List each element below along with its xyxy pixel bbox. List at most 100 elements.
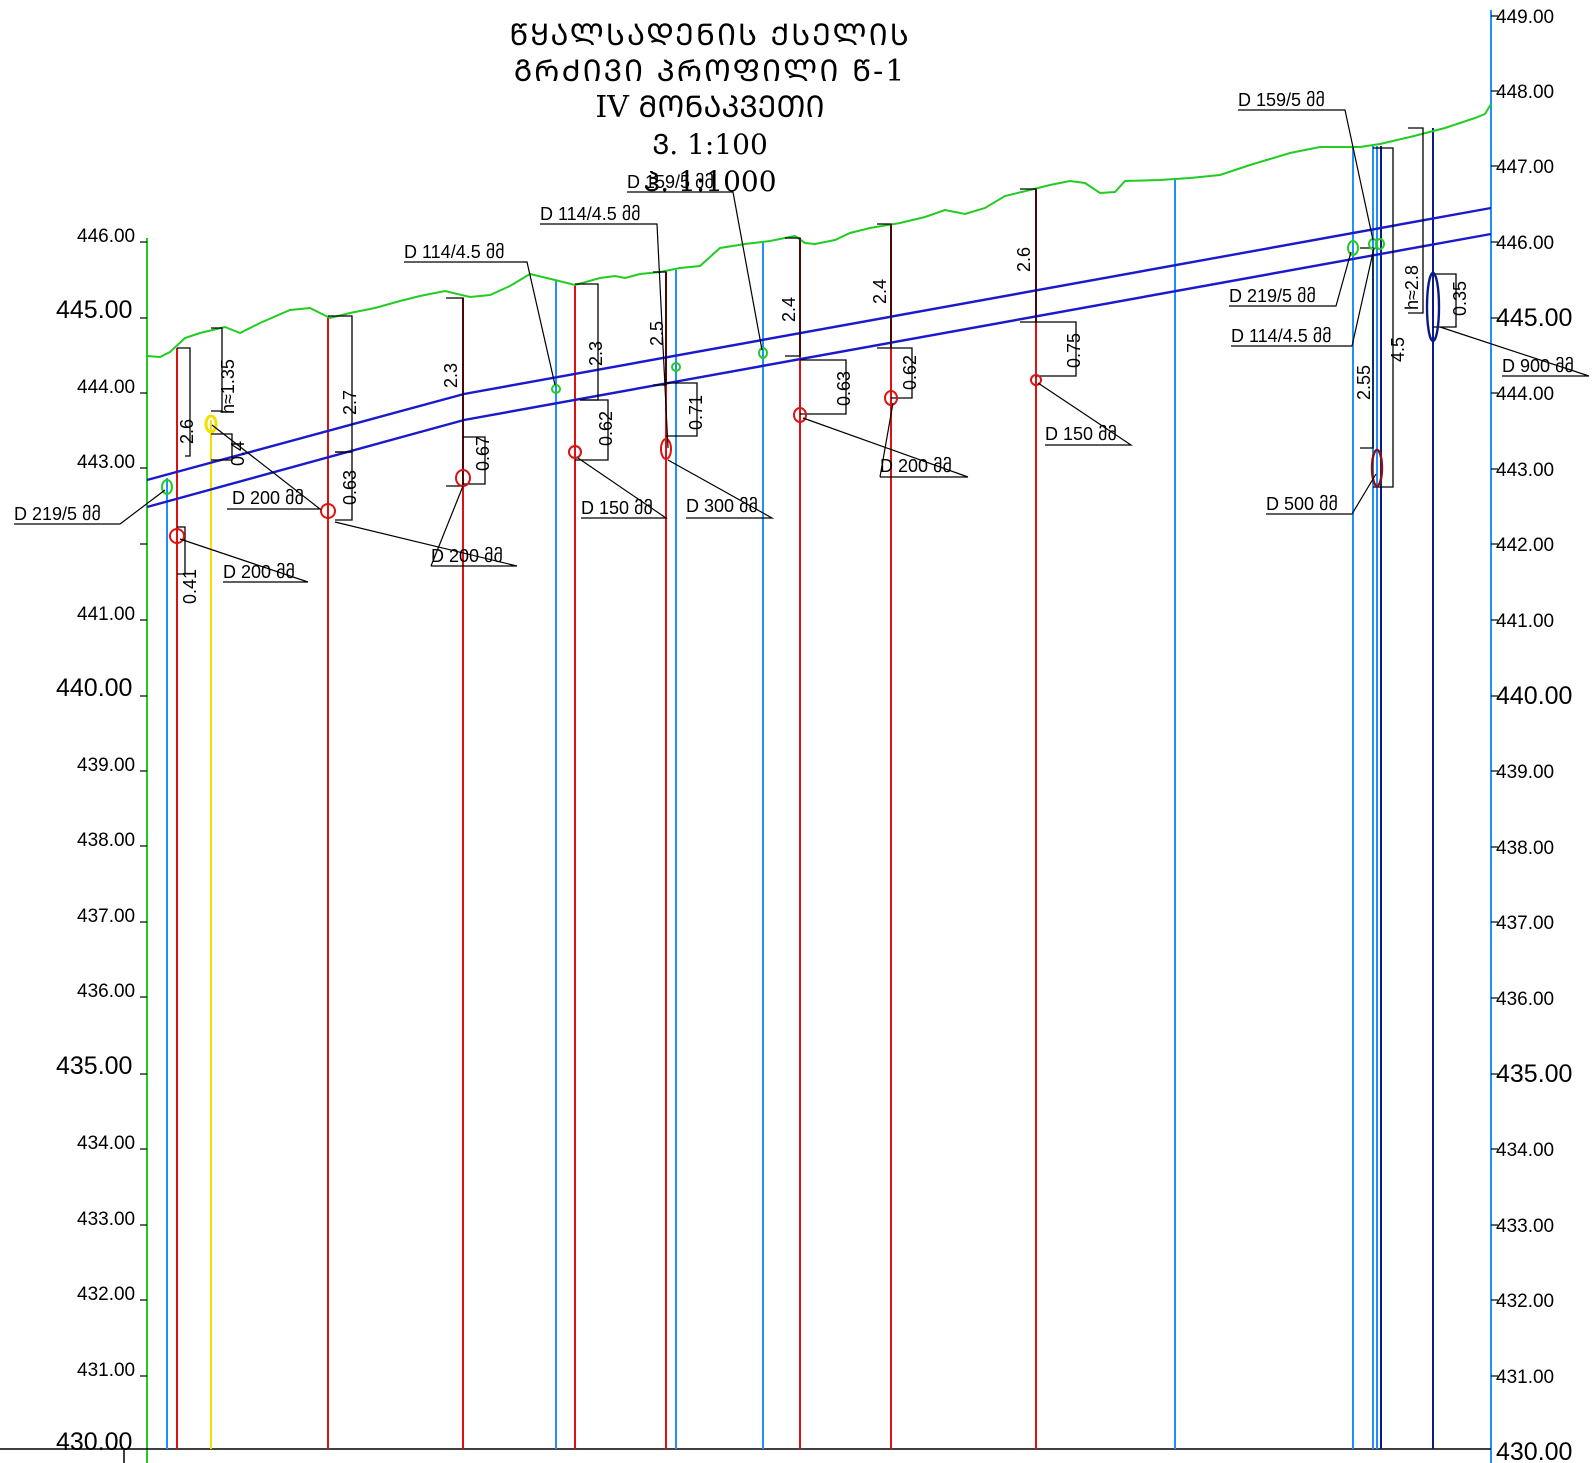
dimension-label: 0.75 <box>1064 333 1084 368</box>
callout-label: D 150 მმ <box>581 498 653 518</box>
right-tick-label: 430.00 <box>1496 1438 1572 1463</box>
left-axis-ticks <box>140 241 147 1377</box>
callout-label: D 200 მმ <box>232 488 304 508</box>
right-tick-label: 436.00 <box>1496 989 1554 1010</box>
left-tick-label: 430.00 <box>56 1428 132 1456</box>
dimension-label: 4.5 <box>1388 337 1408 362</box>
left-tick-label: 432.00 <box>77 1284 135 1305</box>
right-tick-label: 433.00 <box>1496 1216 1554 1237</box>
pipe-marker-green <box>671 362 681 372</box>
callout-label: D 150 მმ <box>1045 424 1117 444</box>
right-tick-label: 447.00 <box>1496 157 1554 178</box>
left-tick-label: 435.00 <box>56 1052 132 1080</box>
left-tick-label: 437.00 <box>77 906 135 927</box>
right-tick-label: 442.00 <box>1496 535 1554 556</box>
dimension-label: 0.35 <box>1450 281 1470 316</box>
dimension-labels: 2.6 h≈1.35 0.4 0.41 2.7 0.63 2.3 0.67 2.… <box>177 247 1470 604</box>
right-tick-label: 431.00 <box>1496 1367 1554 1388</box>
pipe-marker-yellow <box>204 414 218 434</box>
pipe-marker-red <box>884 390 898 406</box>
dimension-label: 0.62 <box>900 355 920 390</box>
callout-label: D 114/4.5 მმ <box>404 242 505 262</box>
utility-verticals <box>166 128 1434 1449</box>
dimension-label: 2.5 <box>647 321 667 346</box>
drawing-subtitle: IV ᲛᲝᲜᲐᲙᲕᲔᲗᲘ <box>595 90 825 125</box>
pipe-marker-red <box>660 438 672 460</box>
right-tick-label: 437.00 <box>1496 913 1554 934</box>
callout-label: D 159/5 მმ <box>1238 90 1325 110</box>
left-tick-label: 439.00 <box>77 755 135 776</box>
pipe-marker-green <box>551 384 561 394</box>
callout-label: D 500 მმ <box>1266 494 1338 514</box>
callout-label: D 300 მმ <box>686 496 758 516</box>
dimension-label: 2.3 <box>586 341 606 366</box>
pipe-marker-red <box>568 445 582 459</box>
callout-label: D 219/5 მმ <box>1229 286 1316 306</box>
dimension-label: 0.4 <box>228 441 248 466</box>
right-axis-ticks <box>1491 15 1498 1377</box>
pipe-marker-green <box>161 479 173 495</box>
pipe-marker-green <box>1347 240 1359 256</box>
left-tick-label: 434.00 <box>77 1133 135 1154</box>
dimension-label: 2.4 <box>779 297 799 322</box>
right-tick-label: 439.00 <box>1496 762 1554 783</box>
right-tick-label: 448.00 <box>1496 82 1554 103</box>
pipe-marker-red <box>1370 448 1384 488</box>
pipe-marker-red <box>1030 374 1042 386</box>
left-tick-label: 445.00 <box>56 296 132 324</box>
left-tick-label: 443.00 <box>77 452 135 473</box>
callout-label: D 114/4.5 მმ <box>540 204 641 224</box>
right-tick-label: 449.00 <box>1496 7 1554 28</box>
dimension-label: 2.7 <box>340 390 360 415</box>
callout-label: D 200 მმ <box>880 456 952 476</box>
pipe-marker-red <box>169 528 185 544</box>
dimension-label: 0.71 <box>686 395 706 430</box>
dimension-label: 2.55 <box>1354 365 1374 400</box>
dimension-brackets <box>177 127 1457 575</box>
right-tick-label: 443.00 <box>1496 460 1554 481</box>
callout-label: D 114/4.5 მმ <box>1231 326 1332 346</box>
right-tick-label: 440.00 <box>1496 682 1572 710</box>
dimension-label: 0.63 <box>340 470 360 505</box>
left-axis-labels: 446.00 445.00 444.00 443.00 441.00 440.0… <box>56 226 135 1456</box>
pipe-markers <box>161 238 1441 544</box>
right-tick-label: 435.00 <box>1496 1060 1572 1088</box>
ground-profile-line <box>146 103 1492 359</box>
dimension-label: 0.67 <box>473 436 493 471</box>
pipe-marker-red <box>320 503 336 519</box>
left-tick-label: 446.00 <box>77 226 135 247</box>
callout-label: D 200 მმ <box>431 546 503 566</box>
pipe-profile-top <box>146 206 1492 482</box>
pipe-profile-bottom <box>146 232 1492 509</box>
right-tick-label: 446.00 <box>1496 233 1554 254</box>
pipe-marker-green <box>758 347 768 359</box>
dimension-label: 0.62 <box>596 411 616 446</box>
dimension-label: h≈2.8 <box>1402 265 1422 310</box>
pipe-marker-navy <box>1425 271 1441 343</box>
left-tick-label: 440.00 <box>56 674 132 702</box>
left-tick-label: 436.00 <box>77 981 135 1002</box>
callout-label: D 900 მმ <box>1502 356 1574 376</box>
left-tick-label: 444.00 <box>77 377 135 398</box>
callout-label: D 200 მმ <box>223 562 295 582</box>
callout-labels: D 219/5 მმ D 200 მმ D 200 მმ D 200 მმ D … <box>14 90 1574 582</box>
dimension-label: 2.3 <box>441 363 461 388</box>
dimension-label: h≈1.35 <box>218 359 238 414</box>
right-tick-label: 441.00 <box>1496 611 1554 632</box>
right-tick-label: 434.00 <box>1496 1140 1554 1161</box>
left-tick-label: 431.00 <box>77 1360 135 1381</box>
pipe-marker-red <box>793 407 807 423</box>
right-tick-label: 445.00 <box>1496 304 1572 332</box>
dimension-label: 2.4 <box>870 279 890 304</box>
right-axis-labels: 449.00 448.00 447.00 446.00 445.00 444.0… <box>1496 7 1572 1463</box>
right-tick-label: 438.00 <box>1496 838 1554 859</box>
dimension-label: 0.63 <box>834 371 854 406</box>
dimension-label: 0.41 <box>180 569 200 604</box>
right-tick-label: 444.00 <box>1496 384 1554 405</box>
pipe-marker-green <box>1375 238 1385 250</box>
right-tick-label: 432.00 <box>1496 1291 1554 1312</box>
callout-leaders <box>14 109 1590 583</box>
vertical-scale-label: Ვ. 1:100 <box>652 128 768 161</box>
callout-label: D 159/5 მმ <box>627 172 714 192</box>
